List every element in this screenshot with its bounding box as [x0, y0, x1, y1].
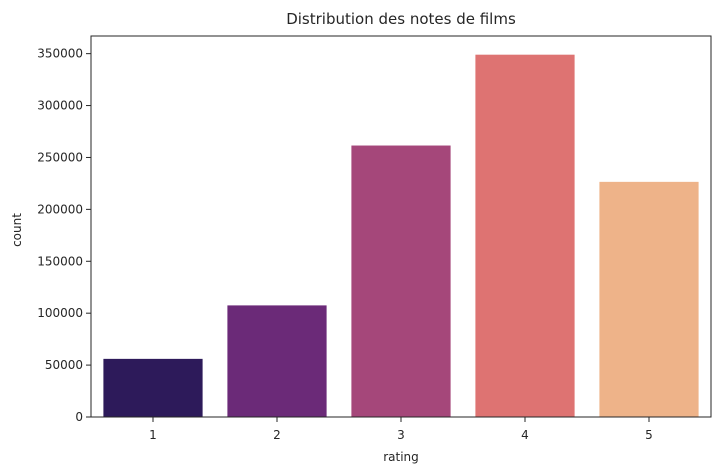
bar-rating-4	[475, 54, 575, 418]
y-axis: 0 50000 100000 150000 200000 250000 300000 3500…	[37, 47, 91, 424]
y-tick-label-200000: 200000	[37, 202, 83, 216]
x-tick-label-1: 1	[149, 428, 157, 442]
x-tick-label-2: 2	[273, 428, 281, 442]
y-axis-label: count	[10, 213, 24, 247]
plot-area	[90, 35, 712, 418]
bar-rating-5	[599, 181, 699, 417]
y-tick-label-100000: 100000	[37, 306, 83, 320]
y-tick-label-150000: 150000	[37, 254, 83, 268]
bar-rating-2	[227, 305, 327, 417]
bar-rating-1	[103, 358, 203, 417]
bar-rating-3	[351, 145, 451, 417]
y-tick-label-300000: 300000	[37, 99, 83, 113]
x-axis: 1 2 3 4 5	[149, 417, 653, 442]
y-tick-label-50000: 50000	[45, 358, 83, 372]
x-tick-label-4: 4	[521, 428, 529, 442]
y-tick-label-0: 0	[75, 410, 83, 424]
x-tick-label-3: 3	[397, 428, 405, 442]
y-tick-label-350000: 350000	[37, 47, 83, 61]
y-tick-label-250000: 250000	[37, 150, 83, 164]
chart-title: Distribution des notes de films	[286, 10, 516, 28]
x-tick-label-5: 5	[645, 428, 653, 442]
x-axis-label: rating	[383, 450, 419, 464]
